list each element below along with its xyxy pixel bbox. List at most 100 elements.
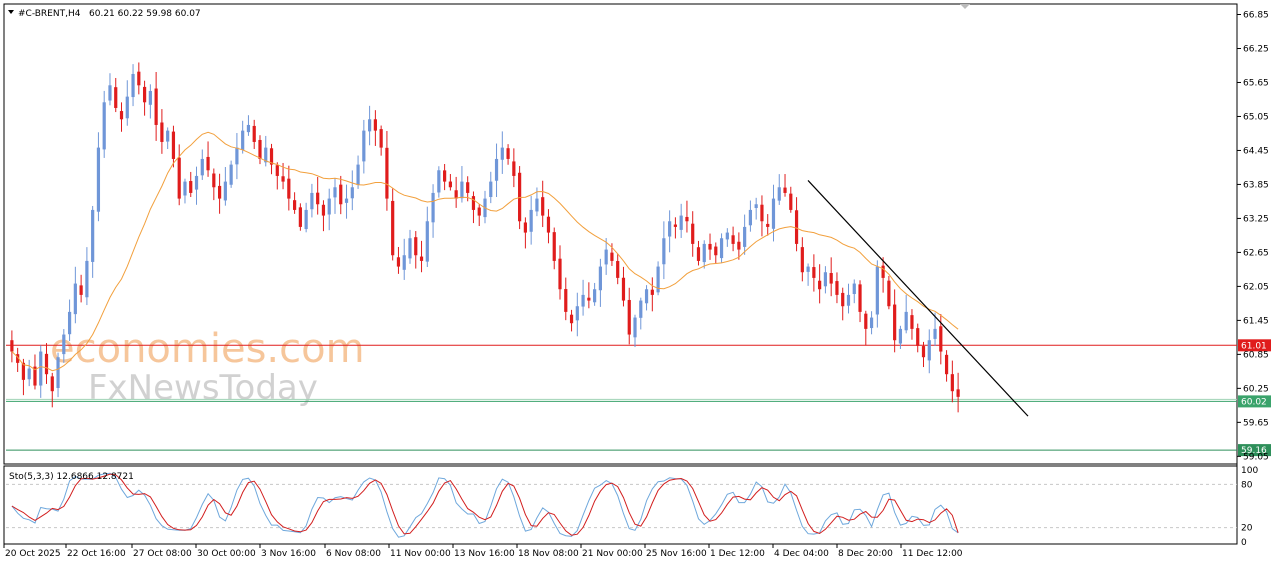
- candle-body: [189, 181, 193, 193]
- candle-body: [673, 224, 677, 227]
- candle-body: [644, 289, 649, 304]
- candle-body: [293, 200, 297, 210]
- candle-body: [454, 190, 458, 199]
- chart-header[interactable]: #C-BRENT,H4 60.21 60.22 59.98 60.07: [8, 9, 201, 19]
- level-tag-label: 60.02: [1241, 397, 1267, 407]
- y-tick-label: 62.65: [1243, 248, 1269, 258]
- chevron-down-icon[interactable]: [8, 10, 14, 14]
- candle-body: [67, 311, 72, 335]
- candle-body: [846, 294, 851, 306]
- candle-body: [621, 277, 626, 301]
- candle-body: [460, 181, 464, 199]
- y-tick-label: 62.05: [1243, 282, 1269, 292]
- candle-body: [177, 157, 181, 199]
- candle-body: [598, 266, 602, 291]
- candle-body: [298, 207, 302, 227]
- candle-body: [443, 170, 447, 182]
- x-tick-label: 27 Oct 08:00: [133, 549, 192, 559]
- candle-body: [529, 209, 533, 232]
- candle-body: [62, 334, 66, 355]
- candle-body: [56, 357, 60, 388]
- candle-body: [627, 299, 631, 335]
- candle-body: [160, 122, 164, 142]
- candle-body: [558, 258, 562, 290]
- candle-body: [743, 226, 747, 247]
- candle-body: [223, 181, 227, 201]
- candle-body: [575, 306, 579, 321]
- candle-body: [171, 131, 176, 159]
- candle-body: [10, 340, 14, 352]
- candle-body: [754, 204, 758, 209]
- candle-body: [489, 181, 493, 198]
- ma-polyline: [11, 131, 959, 372]
- candle-body: [102, 102, 106, 150]
- candle-body: [812, 267, 816, 278]
- candle-body: [316, 192, 320, 205]
- candle-body: [194, 175, 199, 190]
- x-tick-label: 21 Nov 00:00: [582, 549, 643, 559]
- candle-body: [633, 317, 637, 338]
- stoch-main-line: [11, 472, 959, 538]
- candle-body: [235, 147, 239, 165]
- candle-body: [154, 88, 158, 125]
- candle-body: [119, 111, 124, 120]
- candle-body: [956, 389, 960, 397]
- candle-body: [731, 235, 735, 244]
- candle-body: [668, 221, 672, 237]
- candle-body: [437, 170, 441, 193]
- candle-body: [696, 247, 701, 261]
- candle-body: [350, 187, 354, 199]
- symbol-label: #C-BRENT,H4: [18, 9, 81, 19]
- candle-body: [385, 147, 389, 199]
- candle-body: [714, 246, 718, 256]
- candle-body: [639, 300, 643, 318]
- main-panel[interactable]: [3, 3, 1238, 465]
- candle-body: [373, 119, 377, 131]
- y-tick-label: 65.65: [1243, 78, 1269, 88]
- candle-body: [887, 280, 891, 307]
- candle-body: [910, 315, 914, 329]
- candle-body: [264, 147, 268, 163]
- level-tag-current: [1238, 395, 1271, 408]
- candle-body: [414, 237, 418, 256]
- candle-body: [396, 257, 401, 267]
- trendline[interactable]: [807, 180, 1029, 417]
- candle-body: [569, 314, 574, 324]
- candle-body: [33, 366, 37, 386]
- candle-body: [921, 346, 926, 358]
- x-tick-label: 8 Dec 20:00: [838, 549, 893, 559]
- candle-body: [281, 176, 285, 182]
- candle-body: [719, 238, 724, 259]
- x-tick-label: 18 Nov 08:00: [518, 549, 579, 559]
- candle-body: [864, 313, 868, 329]
- level-tag-support: [1238, 444, 1271, 457]
- candle-body: [333, 187, 337, 198]
- watermark-economies: economies.com: [50, 326, 365, 372]
- candle-body: [898, 328, 903, 344]
- candle-body: [241, 130, 245, 151]
- candle-body: [881, 265, 885, 278]
- candle-body: [79, 285, 83, 295]
- candle-body: [933, 328, 937, 339]
- level-tag-label: 61.01: [1241, 341, 1267, 351]
- candle-body: [85, 260, 89, 298]
- candle-body: [535, 198, 539, 212]
- scroll-marker-icon[interactable]: [960, 4, 970, 9]
- candle-body: [166, 130, 170, 142]
- stoch-scale-label: 0: [1241, 538, 1247, 548]
- candle-body: [96, 147, 101, 212]
- candle-body: [339, 184, 343, 205]
- x-tick-label: 1 Dec 12:00: [710, 549, 765, 559]
- candle-body: [512, 161, 516, 176]
- candle-body: [310, 192, 314, 210]
- candle-body: [852, 283, 856, 295]
- candle-body: [419, 256, 424, 261]
- candle-body: [362, 130, 366, 162]
- candle-body: [702, 243, 706, 263]
- candle-body: [466, 182, 470, 193]
- candle-body: [142, 86, 147, 103]
- y-tick-label: 60.85: [1243, 350, 1269, 360]
- y-tick-label: 64.45: [1243, 146, 1269, 156]
- candle-body: [616, 261, 620, 278]
